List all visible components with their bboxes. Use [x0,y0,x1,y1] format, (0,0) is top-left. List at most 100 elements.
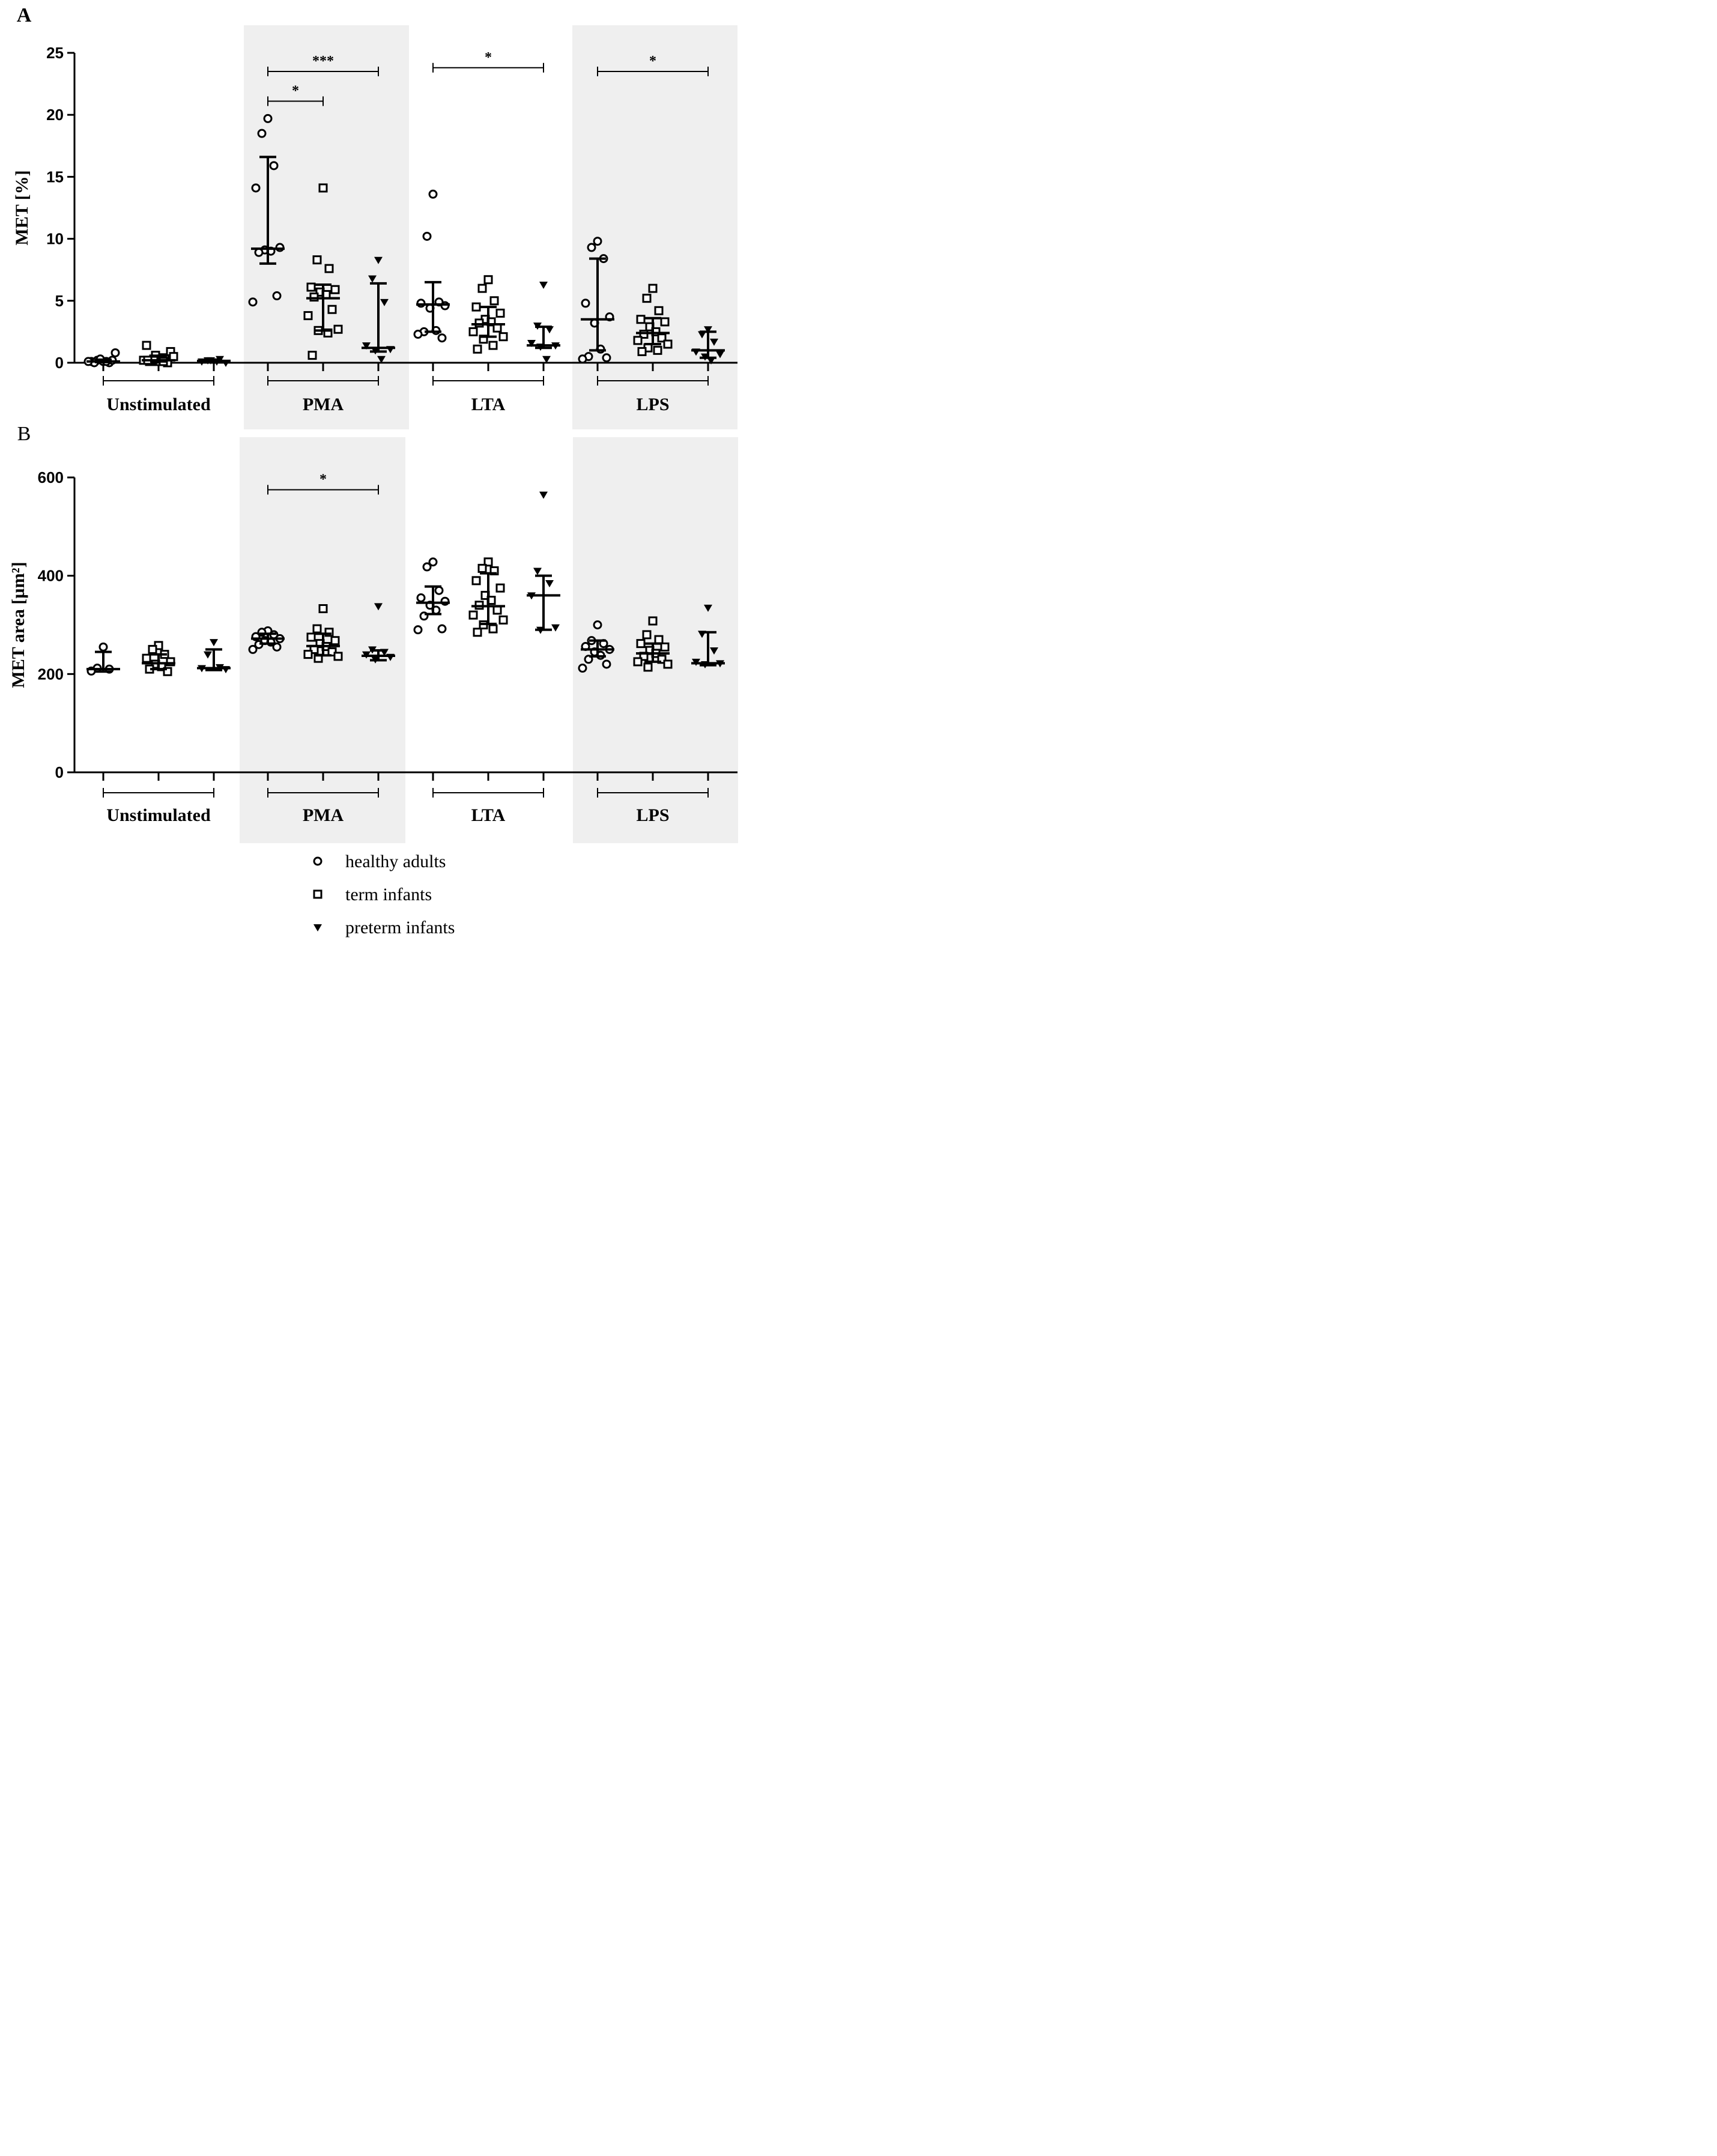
data-point-term-infants [492,605,502,615]
data-point-term-infants [498,615,508,625]
y-tick-label: 25 [46,44,64,62]
data-point-preterm-infants [533,568,542,575]
series-term-infants [139,183,673,368]
data-point-term-infants [648,616,658,626]
data-point-healthy-adults [98,642,108,652]
series-healthy-adults [86,557,614,676]
data-point-healthy-adults [269,161,279,171]
data-point-term-infants [471,576,481,586]
panel-label: B [17,423,31,445]
series-healthy-adults [83,114,614,368]
data-point-healthy-adults [587,243,596,252]
data-point-term-infants [477,563,487,573]
data-point-preterm-infants [377,356,386,363]
group-label-lps: LPS [636,395,669,414]
legend-marker-preterm-infants [313,924,322,931]
legend-label-healthy-adults: healthy adults [345,852,446,871]
y-axis-label: MET [%] [12,170,32,245]
data-point-healthy-adults [111,348,120,357]
data-point-term-infants [663,659,673,669]
group-label-pma: PMA [303,805,344,825]
data-point-preterm-infants [527,339,536,347]
data-point-healthy-adults [437,624,447,634]
data-point-healthy-adults [581,298,590,308]
data-point-term-infants [633,336,643,345]
data-point-healthy-adults [413,330,423,339]
data-point-healthy-adults [428,189,438,199]
y-tick-label: 20 [46,106,64,124]
data-point-term-infants [333,324,343,334]
data-point-healthy-adults [257,129,267,138]
data-point-term-infants [471,302,481,312]
data-point-term-infants [309,292,319,302]
data-point-term-infants [636,315,646,324]
data-point-term-infants [483,275,493,285]
y-axis-label: MET area [µm²] [8,562,28,688]
data-point-preterm-infants [368,275,377,283]
data-point-term-infants [306,632,316,642]
data-point-term-infants [473,628,482,637]
y-tick-label: 5 [55,292,64,310]
data-point-term-infants [306,282,316,292]
data-point-term-infants [333,652,343,661]
data-point-preterm-infants [710,647,718,655]
data-point-term-infants [148,644,157,654]
data-point-preterm-infants [716,351,724,359]
group-label-lta: LTA [471,395,506,414]
data-point-term-infants [474,318,484,328]
data-point-term-infants [468,327,478,336]
data-point-healthy-adults [578,354,587,364]
data-point-term-infants [637,347,647,356]
data-point-healthy-adults [602,353,611,363]
y-tick-label: 15 [46,168,64,186]
data-point-preterm-infants [545,326,554,334]
y-tick-label: 10 [46,230,64,248]
group-label-lps: LPS [636,805,669,825]
figure: A 0 5 10 15 20 25 MET [%] Unstimulated PMA LTA LPS *… [0,0,748,939]
data-point-term-infants [495,308,505,318]
data-point-preterm-infants [204,651,212,659]
panel-b: B 0 200 400 600 MET area [µm²] Unstimulated PMA… [8,423,738,843]
data-point-preterm-infants [698,331,706,339]
data-point-term-infants [633,657,643,667]
data-point-healthy-adults [416,593,426,602]
data-point-healthy-adults [416,298,426,308]
data-point-term-infants [330,636,340,646]
data-point-term-infants [643,662,653,672]
data-point-healthy-adults [413,625,423,635]
panel-label: A [17,4,32,26]
data-point-preterm-infants [210,639,218,647]
significance-label: * [485,50,492,65]
data-point-healthy-adults [251,183,261,193]
data-point-term-infants [495,583,505,593]
group-label-unstimulated: Unstimulated [106,395,211,414]
data-point-term-infants [477,283,487,293]
data-point-term-infants [654,635,664,644]
data-point-healthy-adults [593,237,602,246]
data-point-term-infants [663,339,673,349]
data-point-preterm-infants [551,624,560,632]
panel-a: A 0 5 10 15 20 25 MET [%] Unstimulated PMA LTA LPS *… [12,4,737,429]
data-point-preterm-infants [710,338,718,346]
data-point-term-infants [498,332,508,342]
significance-label: * [319,471,327,487]
data-point-preterm-infants [704,604,712,612]
data-point-term-infants [489,296,499,306]
y-tick-label: 400 [38,567,64,585]
legend-label-term-infants: term infants [345,885,432,904]
data-point-term-infants [312,624,322,634]
data-point-term-infants [636,639,646,649]
data-point-healthy-adults [422,231,432,241]
series-preterm-infants [197,491,725,674]
data-point-term-infants [303,650,313,659]
data-point-preterm-infants [539,281,548,289]
y-tick-label: 0 [55,354,64,372]
data-point-preterm-infants [539,491,548,499]
data-point-healthy-adults [248,297,258,307]
data-point-term-infants [327,304,337,314]
data-point-preterm-infants [704,326,712,334]
data-point-term-infants [303,311,313,321]
significance-label: *** [312,53,334,69]
data-point-term-infants [648,283,658,293]
data-point-healthy-adults [272,291,282,301]
